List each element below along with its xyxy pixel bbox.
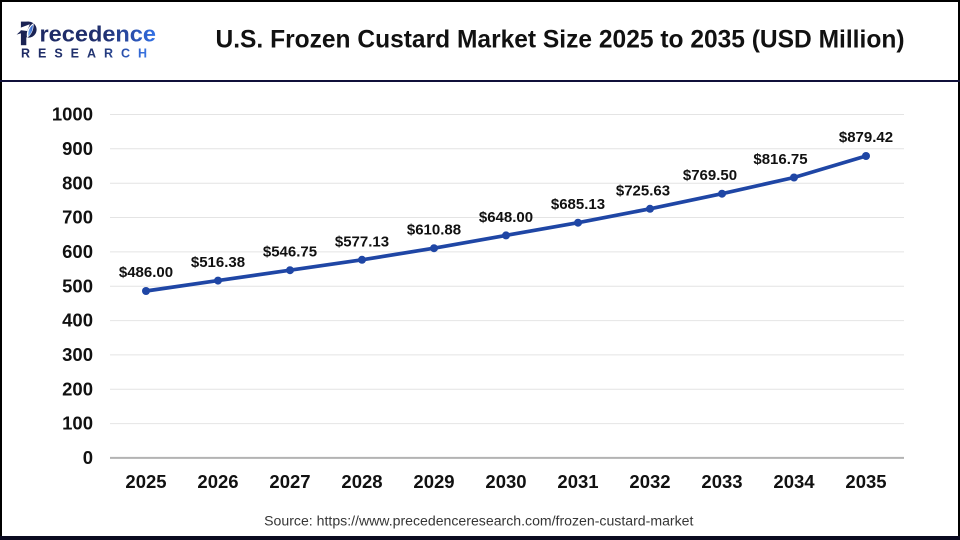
svg-text:700: 700: [62, 207, 93, 228]
svg-text:$769.50: $769.50: [683, 167, 737, 184]
svg-text:2033: 2033: [701, 471, 742, 492]
svg-text:500: 500: [62, 275, 93, 296]
svg-text:400: 400: [62, 310, 93, 331]
svg-text:$486.00: $486.00: [119, 264, 173, 281]
svg-text:$685.13: $685.13: [551, 196, 605, 213]
svg-text:$610.88: $610.88: [407, 221, 461, 238]
svg-text:2025: 2025: [125, 471, 166, 492]
svg-text:Source: https://www.precedence: Source: https://www.precedenceresearch.c…: [264, 512, 693, 528]
svg-text:U.S. Frozen Custard Market Siz: U.S. Frozen Custard Market Size 2025 to …: [216, 26, 905, 54]
svg-text:$516.38: $516.38: [191, 254, 245, 271]
svg-text:2032: 2032: [629, 471, 670, 492]
svg-text:200: 200: [62, 378, 93, 399]
svg-text:2035: 2035: [845, 471, 886, 492]
svg-text:$648.00: $648.00: [479, 209, 533, 226]
svg-text:RESEARCH: RESEARCH: [21, 47, 154, 61]
svg-text:2031: 2031: [557, 471, 598, 492]
svg-text:900: 900: [62, 138, 93, 159]
svg-text:0: 0: [83, 447, 93, 468]
svg-text:2028: 2028: [341, 471, 382, 492]
svg-text:2034: 2034: [773, 471, 815, 492]
svg-text:300: 300: [62, 344, 93, 365]
svg-text:$816.75: $816.75: [753, 151, 807, 168]
svg-text:2030: 2030: [485, 471, 526, 492]
svg-text:recedence: recedence: [40, 22, 157, 47]
svg-text:$725.63: $725.63: [616, 182, 670, 199]
svg-text:2029: 2029: [413, 471, 454, 492]
svg-text:2026: 2026: [197, 471, 238, 492]
svg-text:100: 100: [62, 413, 93, 434]
svg-text:800: 800: [62, 172, 93, 193]
svg-text:600: 600: [62, 241, 93, 262]
svg-text:$546.75: $546.75: [263, 244, 317, 261]
svg-text:$577.13: $577.13: [335, 233, 389, 250]
svg-text:2027: 2027: [269, 471, 310, 492]
svg-text:1000: 1000: [52, 104, 93, 125]
svg-text:$879.42: $879.42: [839, 129, 893, 146]
